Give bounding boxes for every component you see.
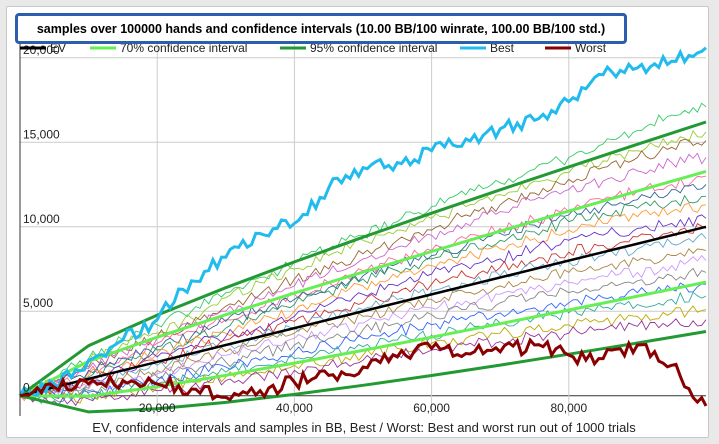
sample-run-line — [19, 194, 707, 399]
sample-run-line — [19, 282, 707, 400]
ev-line — [19, 225, 707, 397]
sample-run-line — [19, 291, 707, 405]
sample-run-line — [19, 223, 707, 397]
legend-entry: 70% confidence interval — [120, 41, 247, 55]
ci-lower-line — [19, 330, 707, 414]
x-tick-label: 80,000 — [550, 401, 587, 415]
sample-run-line — [19, 254, 707, 399]
sample-run-line — [19, 183, 707, 398]
series-lines — [18, 46, 708, 414]
y-tick-label: 10,000 — [23, 212, 60, 226]
chart-frame — [6, 6, 709, 438]
sample-run-line — [19, 214, 707, 397]
sample-run-line — [19, 318, 707, 407]
chart-title: samples over 100000 hands and confidence… — [15, 13, 627, 44]
y-tick-label: 15,000 — [23, 127, 60, 141]
legend-entry: Worst — [575, 41, 607, 55]
x-tick-label: 20,000 — [139, 401, 176, 415]
x-tick-label: 60,000 — [413, 401, 450, 415]
legend-entry: EV — [50, 41, 66, 55]
worst-run-line — [19, 337, 708, 407]
axes: 0 5,000 10,000 15,000 20,000 20,000 40,000 60,0… — [19, 24, 587, 416]
sample-run-line — [19, 305, 707, 404]
y-tick-label: 0 — [23, 381, 30, 395]
legend-entry: 95% confidence interval — [310, 41, 437, 55]
x-tick-label: 40,000 — [276, 401, 313, 415]
legend-entry: Best — [490, 41, 515, 55]
ci-upper-line — [19, 120, 707, 397]
y-tick-label: 20,000 — [23, 43, 60, 57]
legend: EV 70% confidence interval 95% confidence … — [20, 41, 607, 55]
x-axis-label: EV, confidence intervals and samples in … — [92, 420, 636, 435]
ci-upper-line — [19, 169, 707, 398]
ci-lower-line — [19, 280, 707, 398]
y-tick-label: 5,000 — [23, 296, 53, 310]
best-run-line — [18, 46, 707, 397]
